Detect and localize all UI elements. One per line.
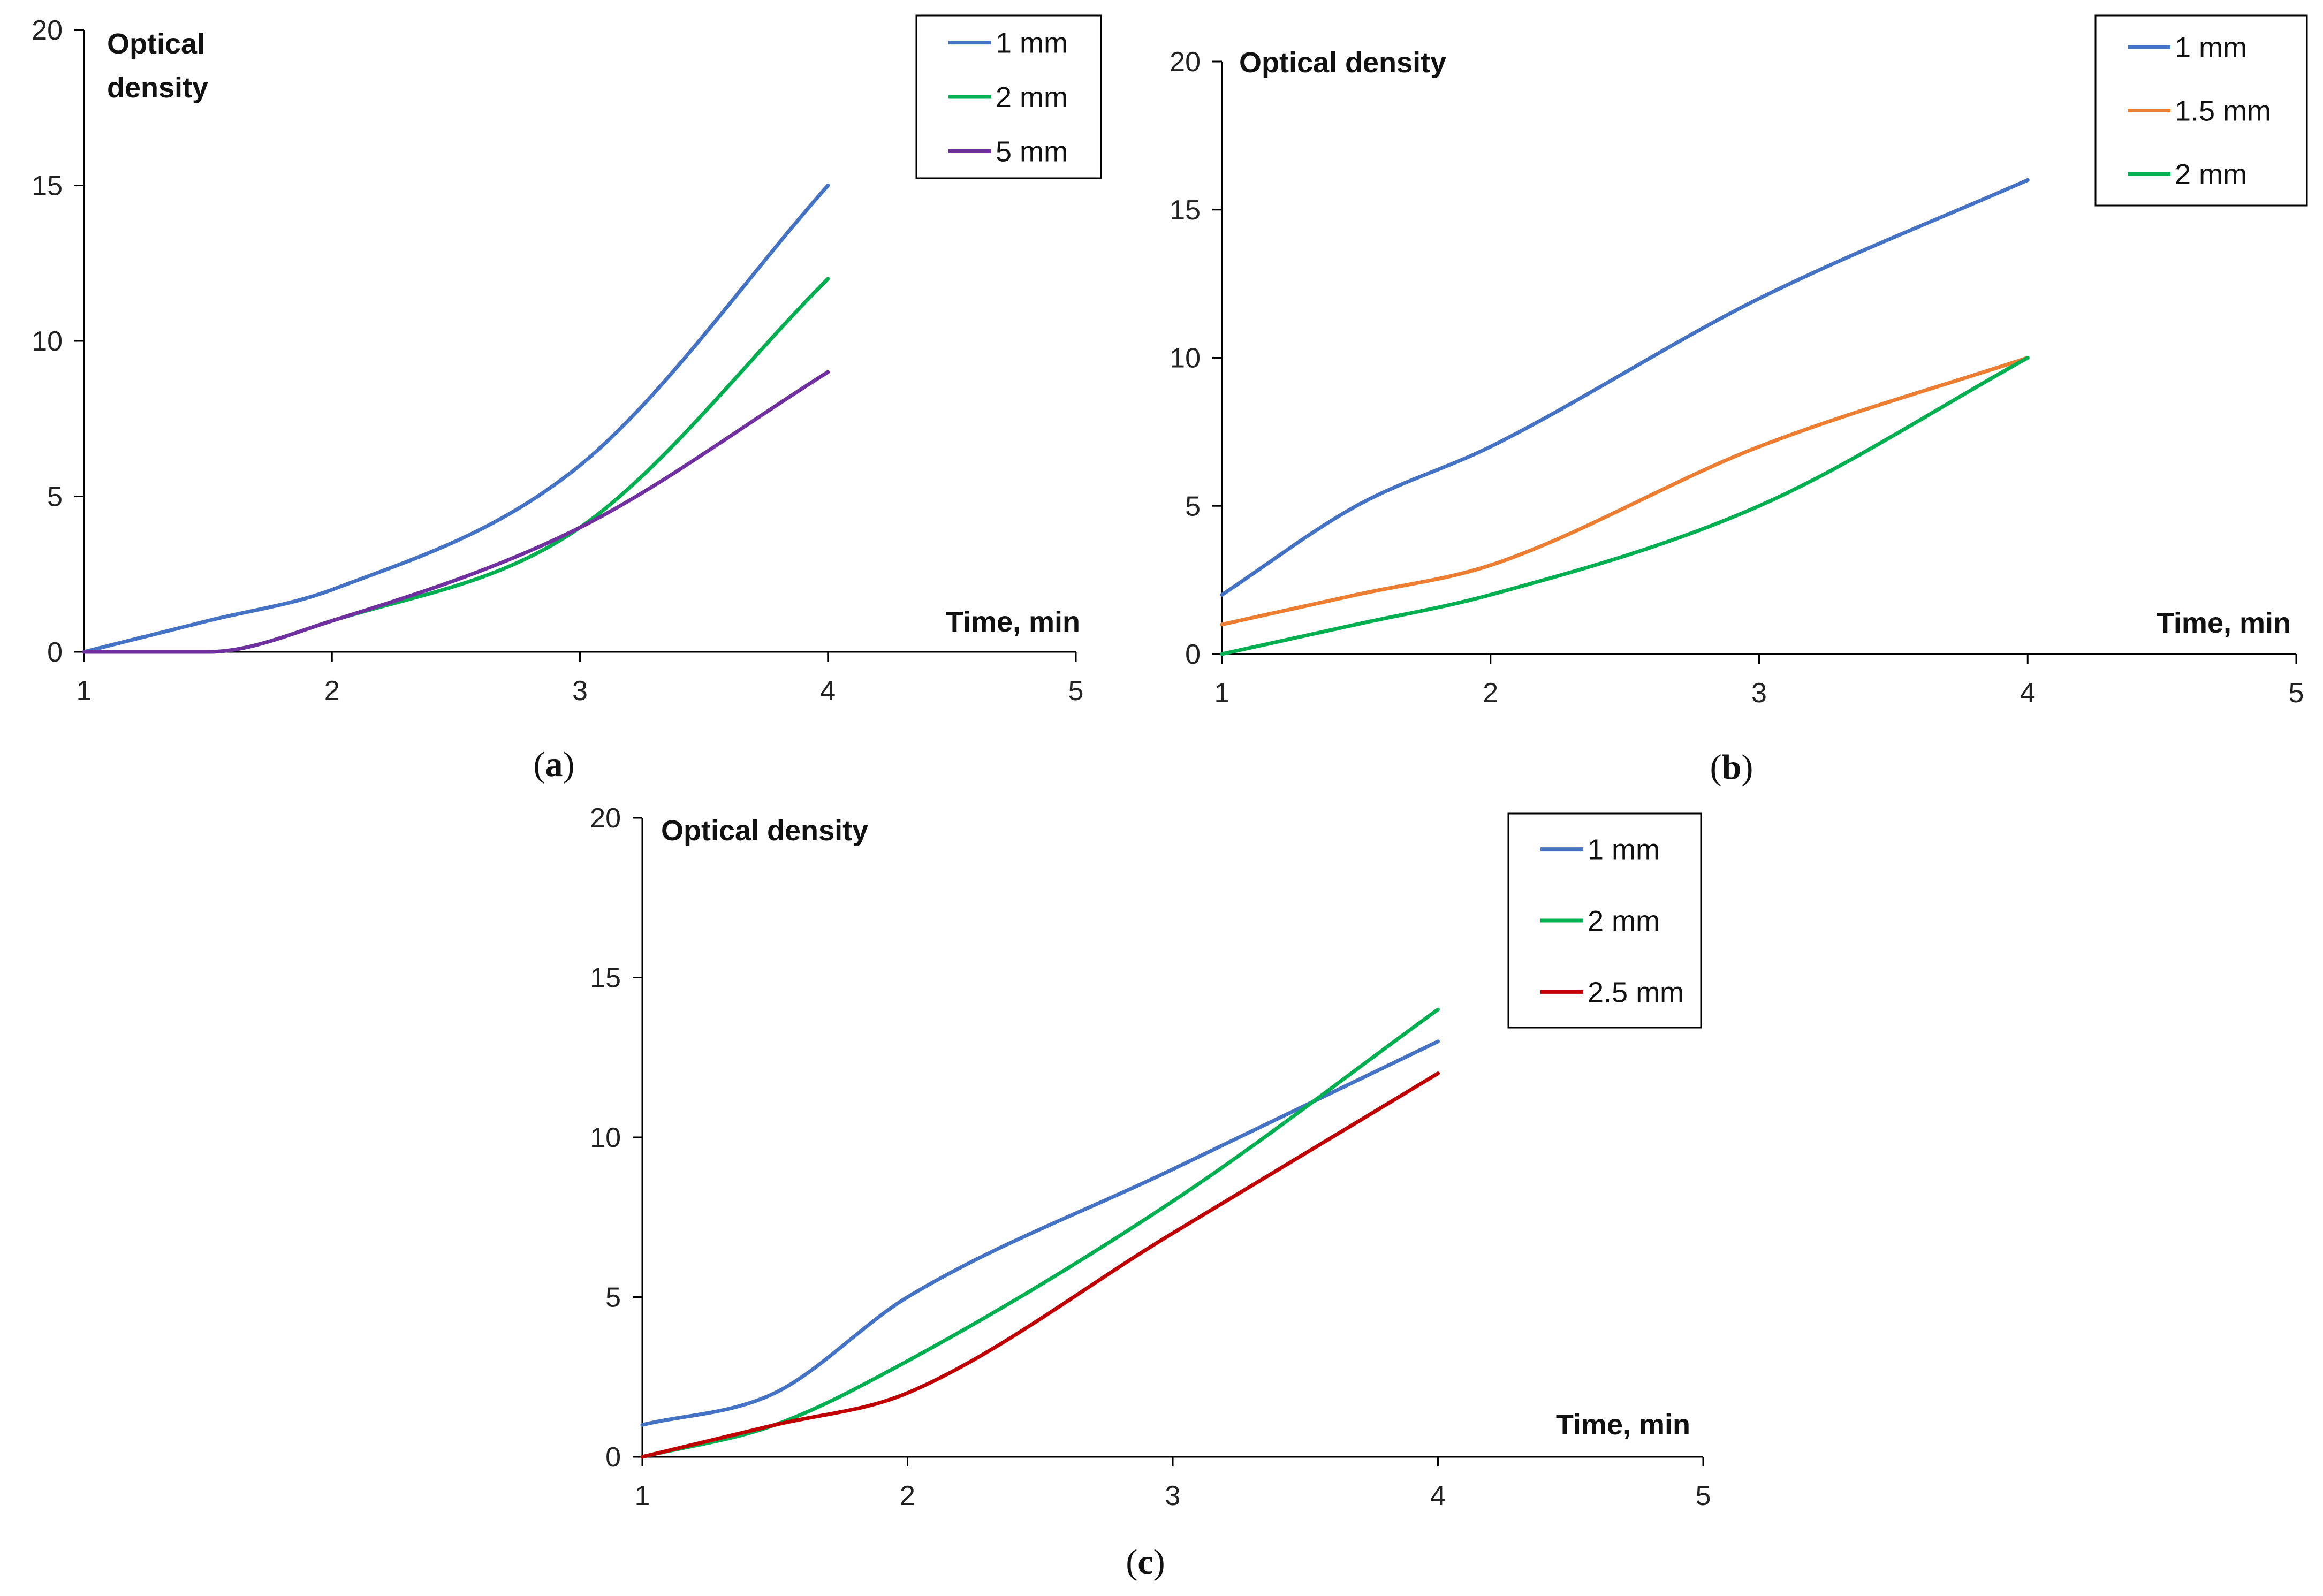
chart-panel-a: 0 5 10 15 20 1 2 3 4 5 Optical density Time, min 1 mm… [32,14,1102,784]
series-line-2-mm [1220,356,2030,656]
series-line-2-mm [640,1007,1440,1459]
y-tick-label: 0 [47,637,63,668]
legend-label: 2 mm [996,81,1068,113]
series-line-1.5-mm [1220,356,2030,627]
x-tick-label: 1 [77,675,92,706]
x-tick-label: 1 [635,1480,650,1511]
y-tick-label: 20 [590,803,621,834]
series-line-2.5-mm [640,1071,1440,1459]
x-tick-label: 3 [1751,678,1767,709]
panel-caption: (a) [534,745,575,784]
x-axis-title: Time, min [2157,607,2291,639]
x-tick-label: 2 [900,1480,915,1511]
legend-label: 2.5 mm [1588,976,1684,1008]
legend-label: 2 mm [2175,158,2247,191]
y-tick-label: 20 [32,15,63,46]
y-tick-label: 15 [1170,195,1201,226]
x-tick-label: 5 [2289,678,2304,709]
y-tick-label: 5 [605,1282,621,1313]
y-tick-label: 10 [32,326,63,357]
panel-caption: (b) [1710,748,1753,787]
legend-label: 1.5 mm [2175,95,2271,127]
legend: 1 mm 2 mm 2.5 mm [1507,812,1702,1029]
y-tick-label: 0 [605,1442,621,1473]
series-line-1-mm [640,1039,1440,1427]
x-tick-label: 3 [1165,1480,1181,1511]
y-tick-label: 5 [47,482,63,513]
y-axis-title: Optical density [661,815,868,847]
legend-label: 5 mm [996,135,1068,168]
x-tick-label: 5 [1696,1480,1711,1511]
x-tick-label: 1 [1214,678,1230,709]
y-axis-title: Optical density [1239,47,1446,79]
series-line-1-mm [82,184,830,654]
x-tick-label: 4 [1430,1480,1446,1511]
legend-box [915,14,1102,179]
legend: 1 mm 1.5 mm 2 mm [2094,14,2308,207]
x-tick-label: 2 [1483,678,1498,709]
legend-label: 1 mm [996,27,1068,59]
y-axis-title: Optical density [107,28,208,104]
chart-panel-c: 0 5 10 15 20 1 2 3 4 5 Optical density Time, min 1 m… [590,803,1711,1582]
x-tick-label: 4 [820,675,836,706]
y-tick-label: 20 [1170,47,1201,78]
legend: 1 mm 2 mm 5 mm [915,14,1102,179]
series-line-1-mm [1220,178,2030,597]
legend-label: 1 mm [2175,32,2247,64]
legend-label: 1 mm [1588,834,1660,866]
series-line-5-mm [82,370,830,654]
series-line-2-mm [82,277,830,654]
y-tick-label: 5 [1185,491,1201,522]
x-tick-label: 3 [572,675,588,706]
y-tick-label: 10 [1170,343,1201,374]
y-tick-label: 0 [1185,639,1201,670]
y-tick-label: 15 [590,963,621,994]
legend-label: 2 mm [1588,905,1660,937]
y-tick-label: 10 [590,1122,621,1153]
x-tick-label: 2 [324,675,340,706]
panel-caption: (c) [1126,1542,1165,1582]
x-tick-label: 5 [1068,675,1084,706]
x-axis-title: Time, min [1556,1409,1690,1441]
x-axis-title: Time, min [946,606,1080,638]
x-tick-label: 4 [2020,678,2036,709]
chart-panel-b: 0 5 10 15 20 1 2 3 4 5 Optical density Time, min 1 m… [1170,14,2308,787]
y-tick-label: 15 [32,171,63,202]
